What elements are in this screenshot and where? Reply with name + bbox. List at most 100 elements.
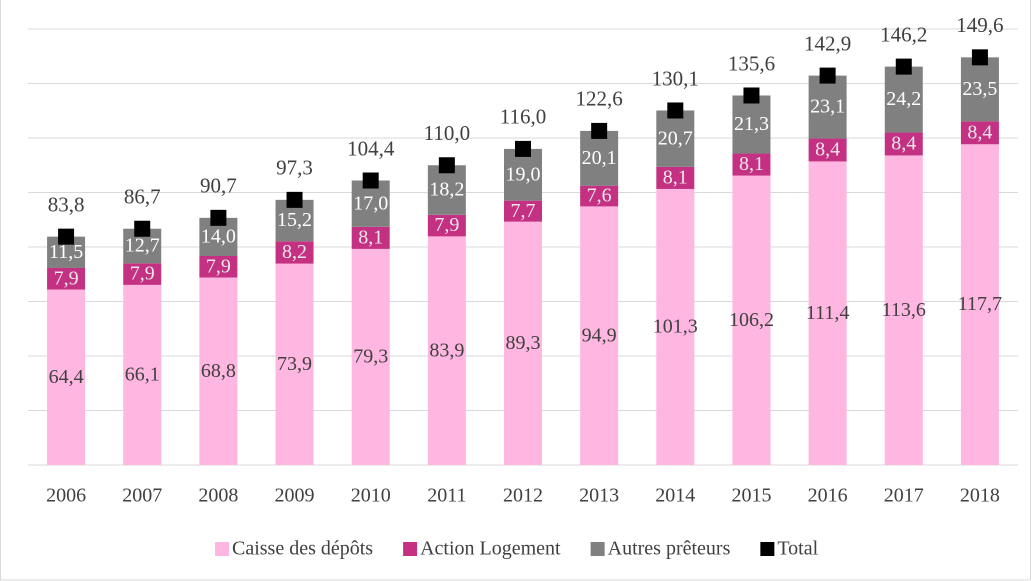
x-tick-label: 2007 [122, 485, 162, 507]
bar-segment [656, 166, 695, 189]
legend-swatch [215, 542, 229, 556]
value-label: 111,4 [806, 302, 850, 324]
value-label: 106,2 [729, 309, 774, 331]
x-tick-label: 2017 [884, 485, 924, 507]
bar-segment [504, 221, 542, 465]
bar-segment [351, 248, 390, 465]
legend-swatch [590, 542, 605, 556]
x-tick-label: 2010 [351, 485, 391, 507]
bar-segment [808, 138, 847, 162]
total-label: 122,6 [576, 87, 623, 111]
x-tick-label: 2015 [731, 485, 771, 507]
value-label: 8,4 [815, 139, 840, 161]
total-label: 83,8 [48, 192, 85, 216]
total-label: 130,1 [652, 66, 699, 90]
total-marker [286, 191, 303, 208]
x-tick-label: 2014 [655, 485, 695, 507]
value-label: 19,0 [506, 163, 541, 185]
total-marker [667, 102, 684, 119]
bar-segment [427, 165, 466, 215]
bar-segment [960, 121, 999, 145]
value-label: 113,6 [882, 299, 926, 321]
total-label: 146,2 [880, 22, 927, 46]
total-marker [362, 172, 379, 189]
value-label: 23,5 [962, 78, 997, 100]
bar-segment [808, 75, 847, 139]
total-label: 104,4 [347, 136, 395, 160]
value-label: 20,7 [658, 127, 693, 149]
value-label: 7,7 [511, 200, 536, 222]
value-label: 14,0 [201, 226, 236, 248]
total-marker [819, 67, 836, 84]
total-marker [210, 209, 227, 226]
total-label: 116,0 [500, 105, 546, 129]
value-label: 23,1 [810, 96, 845, 118]
x-tick-label: 2013 [579, 485, 619, 507]
value-label: 20,1 [582, 147, 617, 169]
total-label: 142,9 [804, 31, 851, 55]
bar-segment [808, 161, 847, 465]
total-marker [134, 220, 151, 237]
value-label: 101,3 [653, 316, 698, 338]
value-label: 7,6 [587, 185, 612, 207]
value-label: 18,2 [429, 179, 464, 201]
bar-segment [580, 130, 619, 186]
legend-label: Caisse des dépôts [232, 538, 373, 560]
value-label: 7,9 [54, 267, 79, 289]
total-label: 110,0 [424, 121, 470, 145]
value-label: 7,9 [130, 263, 155, 285]
value-label: 8,4 [967, 121, 992, 143]
value-label: 83,9 [429, 339, 464, 361]
bar-segment [47, 289, 86, 465]
value-label: 64,4 [49, 366, 84, 388]
value-label: 79,3 [353, 346, 388, 368]
x-tick-label: 2008 [198, 485, 238, 507]
total-label: 90,7 [200, 174, 237, 198]
value-label: 8,1 [358, 226, 383, 248]
value-label: 7,9 [434, 214, 459, 236]
value-label: 15,2 [277, 209, 312, 231]
legend-label: Autres prêteurs [608, 538, 731, 560]
legend-label: Action Logement [420, 538, 561, 560]
bar-segment [960, 144, 999, 465]
total-label: 86,7 [124, 185, 161, 209]
bar-segment [504, 148, 542, 201]
value-label: 73,9 [277, 353, 312, 375]
value-label: 8,1 [663, 167, 688, 189]
value-label: 21,3 [734, 113, 769, 135]
bar-segment [732, 175, 771, 466]
value-label: 8,4 [891, 133, 916, 155]
bar-segment [47, 267, 86, 290]
total-label: 97,3 [276, 156, 313, 180]
total-label: 135,6 [728, 51, 775, 75]
value-label: 117,7 [958, 293, 1002, 315]
value-label: 17,0 [353, 192, 388, 214]
bar-segment [199, 255, 238, 278]
bar-segment [960, 57, 999, 122]
bar-segment [884, 66, 923, 133]
bar-segment [351, 226, 390, 249]
legend-swatch [760, 542, 775, 556]
total-label: 149,6 [956, 13, 1003, 37]
bar-segment [199, 277, 238, 465]
bar-segment [504, 200, 542, 222]
bar-segment [884, 132, 923, 156]
bar-segment [732, 95, 771, 154]
x-tick-label: 2009 [275, 485, 315, 507]
bar-segment [656, 188, 695, 465]
legend-swatch [403, 542, 418, 556]
bar-segment [732, 153, 771, 176]
total-marker [971, 49, 988, 66]
x-tick-label: 2006 [46, 485, 86, 507]
bar-segment [427, 236, 466, 465]
bar-segment [427, 214, 466, 237]
value-label: 8,1 [739, 153, 764, 175]
x-tick-label: 2011 [427, 485, 466, 507]
x-tick-label: 2012 [503, 485, 543, 507]
bar-segment [275, 241, 314, 264]
value-label: 89,3 [506, 332, 541, 354]
bar-segment [275, 263, 314, 465]
value-label: 68,8 [201, 360, 236, 382]
value-label: 12,7 [125, 235, 160, 257]
